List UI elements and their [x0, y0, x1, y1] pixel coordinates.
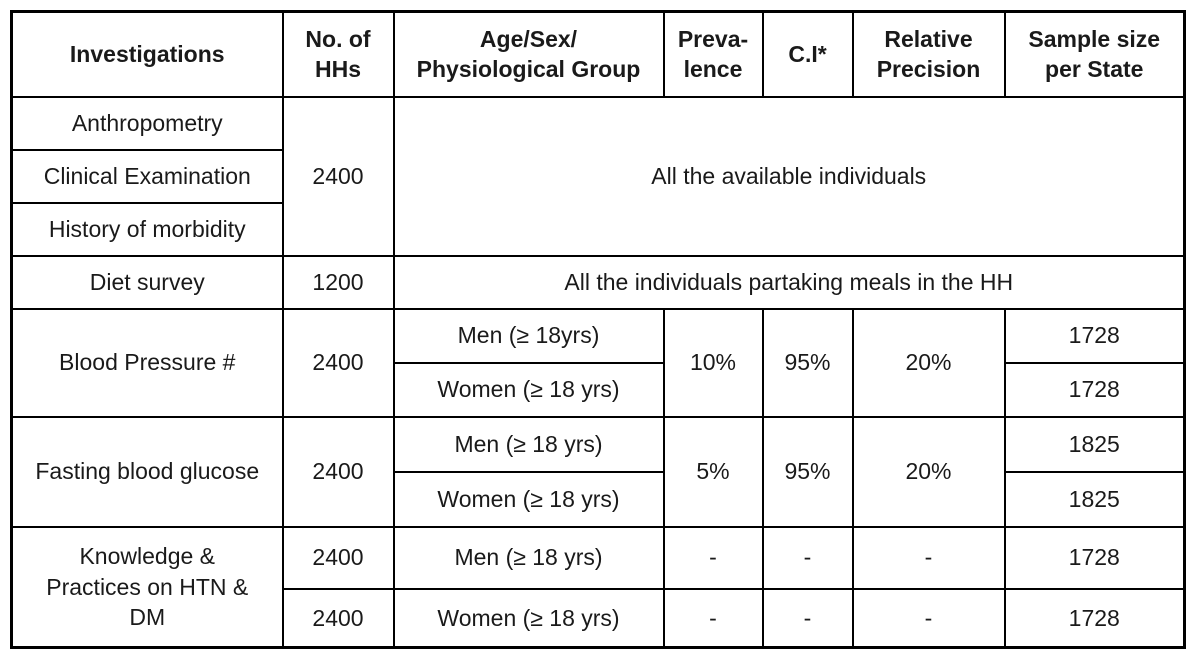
- cell-knowledge-sample-women: 1728: [1003, 587, 1186, 649]
- cell-diet-survey: Diet survey: [10, 254, 284, 310]
- table-row: Clinical Examination: [10, 148, 1185, 204]
- cell-fbg-men: Men (≥ 18 yrs): [392, 415, 665, 473]
- header-cell-sample-size: Sample size per State: [1003, 10, 1186, 98]
- table-row: Women (≥ 18 yrs) 1825: [12, 470, 1186, 528]
- cell-fbg-precision: 20%: [851, 415, 1006, 528]
- cell-bp-hhs: 2400: [281, 307, 395, 418]
- cell-fbg-women: Women (≥ 18 yrs): [392, 470, 665, 528]
- cell-knowledge-precision-men: -: [851, 525, 1006, 590]
- header-cell-prevalence: Preva- lence: [662, 10, 764, 98]
- table-row: Diet survey 1200 All the individuals par…: [10, 254, 1186, 310]
- sampling-design-table: Investigations No. of HHs Age/Sex/ Physi…: [10, 10, 1186, 649]
- cell-bp-ci: 95%: [761, 307, 854, 418]
- table-row: 2400 Women (≥ 18 yrs) - - - 1728: [12, 587, 1186, 649]
- table-row: Anthropometry 2400 All the available ind…: [10, 95, 1186, 257]
- cell-knowledge-men: Men (≥ 18 yrs): [392, 525, 665, 590]
- cell-knowledge-prevalence-women: -: [662, 587, 764, 649]
- cell-fbg-sample-men: 1825: [1003, 415, 1186, 473]
- header-row: Investigations No. of HHs Age/Sex/ Physi…: [10, 10, 1186, 98]
- cell-bp-sample-men: 1728: [1003, 307, 1186, 364]
- cell-fbg-ci: 95%: [761, 415, 854, 528]
- cell-fbg-hhs: 2400: [281, 415, 395, 528]
- cell-fbg-investigation: Fasting blood glucose: [10, 415, 284, 528]
- cell-fbg-prevalence: 5%: [662, 415, 764, 528]
- cell-knowledge-sample-men: 1728: [1003, 525, 1186, 590]
- cell-knowledge-women: Women (≥ 18 yrs): [392, 587, 665, 649]
- header-cell-relative-precision: Relative Precision: [851, 10, 1006, 98]
- cell-bp-women: Women (≥ 18 yrs): [392, 361, 665, 418]
- table-row: Knowledge & Practices on HTN & DM 2400 M…: [10, 525, 1186, 649]
- cell-knowledge-hhs-men: 2400: [281, 525, 395, 590]
- table-row: Fasting blood glucose 2400 Men (≥ 18 yrs…: [10, 415, 1186, 528]
- table-row: Blood Pressure # 2400 Men (≥ 18yrs) 10% …: [10, 307, 1186, 418]
- table-row: Women (≥ 18 yrs) 1728: [12, 361, 1186, 418]
- cell-history-of-morbidity: History of morbidity: [10, 201, 284, 257]
- cell-knowledge-ci-men: -: [761, 525, 854, 590]
- cell-bp-prevalence: 10%: [662, 307, 764, 418]
- cell-general-group: All the available individuals: [392, 95, 1186, 257]
- cell-diet-group: All the individuals partaking meals in t…: [392, 254, 1186, 310]
- cell-knowledge-investigation: Knowledge & Practices on HTN & DM: [10, 525, 284, 649]
- table-row: History of morbidity: [10, 201, 1185, 257]
- cell-knowledge-ci-women: -: [761, 587, 854, 649]
- cell-clinical-examination: Clinical Examination: [10, 148, 284, 204]
- cell-knowledge-hhs-women: 2400: [281, 587, 395, 649]
- cell-bp-investigation: Blood Pressure #: [10, 307, 284, 418]
- cell-bp-men: Men (≥ 18yrs): [392, 307, 665, 364]
- header-cell-age-sex-group: Age/Sex/ Physiological Group: [392, 10, 665, 98]
- cell-knowledge-prevalence-men: -: [662, 525, 764, 590]
- cell-diet-hhs: 1200: [281, 254, 395, 310]
- header-cell-investigations: Investigations: [10, 10, 284, 98]
- cell-anthropometry: Anthropometry: [10, 95, 284, 151]
- cell-knowledge-precision-women: -: [851, 587, 1006, 649]
- cell-bp-precision: 20%: [851, 307, 1006, 418]
- cell-general-hhs: 2400: [281, 95, 395, 257]
- cell-bp-sample-women: 1728: [1003, 361, 1186, 418]
- header-cell-no-of-hhs: No. of HHs: [281, 10, 395, 98]
- header-cell-ci: C.I*: [761, 10, 854, 98]
- cell-fbg-sample-women: 1825: [1003, 470, 1186, 528]
